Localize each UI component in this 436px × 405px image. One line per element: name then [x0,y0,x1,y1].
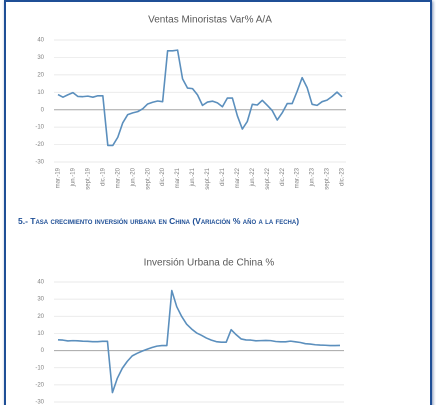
x-tick-label: jun.-19 [71,167,77,187]
chart-title: Ventas Minoristas Var% A/A [148,15,272,26]
chart-title: Inversión Urbana de China % [144,258,275,269]
y-tick-label: 30 [37,297,44,303]
y-tick-label: 10 [37,90,44,96]
x-tick-label: sept.-22 [265,167,271,189]
x-tick-label: mar.-23 [295,167,301,188]
page-frame [4,0,432,405]
y-tick-label: -10 [35,365,44,371]
x-tick-label: sept.-23 [325,167,331,189]
y-tick-label: -30 [35,160,44,166]
y-tick-label: 30 [37,55,44,61]
x-tick-label: sept.-20 [145,167,151,189]
y-tick-label: 10 [37,331,44,337]
y-tick-label: -30 [35,400,44,405]
x-tick-label: mar.-19 [56,167,62,188]
x-tick-label: jun.-21 [190,167,196,187]
y-tick-label: 20 [37,314,44,320]
y-tick-label: 40 [37,38,44,44]
section-heading: 5.- Tasa crecimiento inversión urbana en… [18,216,300,226]
x-tick-label: jun.-20 [130,167,136,187]
y-tick-label: -20 [35,142,44,148]
x-tick-label: dic.-20 [160,167,166,186]
y-tick-label: -20 [35,382,44,388]
y-tick-label: 0 [41,348,45,354]
data-line [57,289,341,394]
x-tick-label: jun.-22 [250,167,256,187]
x-tick-label: mar.-22 [235,167,241,188]
x-tick-label: mar.-21 [175,167,181,188]
x-tick-label: dic.-21 [220,167,226,186]
x-tick-label: dic.-23 [340,167,346,186]
x-tick-label: mar.-20 [115,167,121,188]
data-line [57,49,343,147]
y-tick-label: 20 [37,72,44,78]
y-tick-label: 40 [37,280,44,286]
x-tick-label: jun.-23 [310,167,316,187]
y-tick-label: 0 [41,107,45,113]
x-tick-label: sept.-21 [205,167,211,189]
x-tick-label: sept.-19 [85,167,91,189]
x-tick-label: dic.-22 [280,167,286,186]
x-tick-label: dic.-19 [100,167,106,186]
y-tick-label: -10 [35,125,44,131]
